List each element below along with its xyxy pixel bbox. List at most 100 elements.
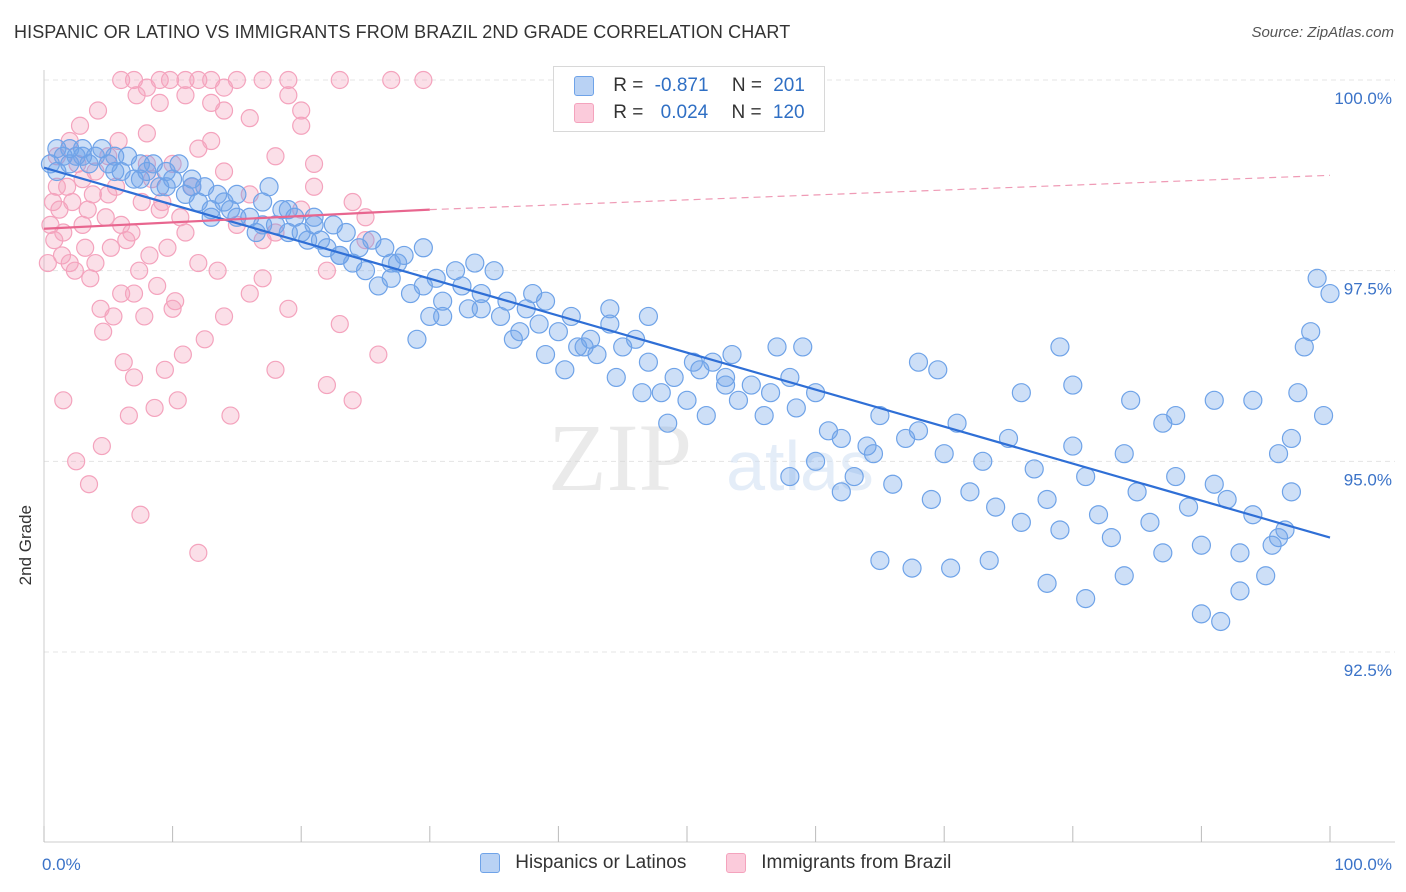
brazil-point — [131, 505, 150, 524]
brazil-point — [195, 330, 214, 349]
brazil-point — [119, 406, 138, 425]
y-tick-label: 100.0% — [1334, 89, 1392, 108]
hispanic-point — [1191, 535, 1212, 555]
brazil-point — [279, 86, 298, 105]
hispanic-point — [362, 230, 382, 250]
hispanic-point — [1088, 505, 1109, 525]
hispanic-point — [638, 352, 659, 372]
hispanic-point — [587, 344, 607, 365]
bottom-legend-hispanic[interactable]: Hispanics or Latinos — [480, 852, 686, 874]
brazil-point — [214, 101, 234, 120]
hispanic-point — [857, 436, 877, 456]
brazil-point — [104, 307, 123, 326]
hispanic-point — [651, 383, 671, 403]
hispanic-point — [1011, 512, 1031, 532]
brazil-point — [148, 276, 167, 296]
hispanic-point — [760, 383, 781, 403]
legend-n-value: 201 — [773, 75, 805, 96]
brazil-point — [124, 284, 144, 303]
brazil-point — [356, 208, 375, 227]
brazil-point — [88, 101, 108, 120]
brazil-point — [176, 223, 195, 242]
brazil-point — [208, 261, 227, 280]
watermark: ZIP atlas — [548, 404, 874, 511]
brazil-point — [189, 253, 208, 273]
hispanic-point — [433, 291, 453, 311]
brazil-point — [160, 70, 180, 90]
hispanic-point — [1011, 383, 1031, 403]
brazil-point — [63, 192, 82, 212]
hispanic-point — [310, 230, 331, 250]
brazil-point — [266, 147, 285, 166]
bottom-legend-swatch-brazil — [726, 852, 746, 873]
brazil-point — [266, 360, 285, 379]
brazil-point — [202, 131, 221, 151]
hispanic-point — [1268, 444, 1289, 464]
brazil-point — [114, 353, 133, 372]
hispanic-point — [503, 329, 523, 349]
hispanic-point — [780, 466, 800, 487]
brazil-trend-line — [43, 208, 430, 230]
brazil-point — [65, 261, 84, 280]
hispanic-point — [529, 314, 549, 334]
axes — [43, 70, 1395, 843]
brazil-point — [38, 253, 57, 273]
brazil-point — [135, 307, 154, 326]
correlation-legend: R = -0.871 N = 201 R = 0.024 N = 120 — [553, 66, 825, 132]
bottom-legend-label-hispanic: Hispanics or Latinos — [515, 852, 687, 873]
hispanic-point — [696, 405, 716, 426]
brazil-point — [382, 70, 401, 90]
hispanic-point — [227, 184, 247, 204]
hispanic-point — [278, 200, 298, 220]
hispanic-point — [1191, 604, 1212, 624]
tick-labels: 92.5% 95.0% 97.5% 100.0% 0.0% 100.0% — [42, 89, 1392, 874]
brazil-point — [240, 109, 259, 128]
brazil-point — [112, 70, 131, 90]
hispanic-point — [1281, 482, 1302, 502]
brazil-point — [214, 162, 234, 181]
brazil-point — [92, 436, 111, 456]
brazil-point — [76, 238, 95, 257]
hispanic-point — [156, 177, 176, 197]
brazil-point — [140, 246, 159, 265]
hispanic-point — [1127, 482, 1147, 502]
hispanic-point — [1243, 390, 1263, 410]
hispanic-point — [870, 550, 890, 571]
hispanic-point — [600, 299, 620, 319]
hispanic-point — [355, 261, 376, 281]
hispanic-point — [1301, 322, 1321, 342]
hispanic-point — [831, 482, 851, 502]
hispanic-point — [1320, 283, 1340, 304]
hispanic-point — [658, 413, 678, 433]
y-tick-label: 97.5% — [1344, 280, 1392, 299]
legend-r-label: R = — [613, 102, 644, 123]
legend-n-value: 120 — [772, 102, 805, 123]
hispanic-point — [722, 344, 742, 365]
hispanic-point — [1307, 268, 1327, 288]
brazil-point — [176, 70, 195, 90]
hispanic-point — [754, 405, 774, 426]
brazil-point — [109, 131, 128, 151]
hispanic-point — [1178, 497, 1199, 517]
chart-title: HISPANIC OR LATINO VS IMMIGRANTS FROM BR… — [14, 22, 791, 42]
hispanic-point — [413, 238, 433, 258]
bottom-legend-brazil[interactable]: Immigrants from Brazil — [726, 852, 951, 874]
brazil-point — [145, 398, 164, 418]
hispanic-point — [1268, 527, 1289, 548]
hispanic-point — [1262, 535, 1282, 555]
brazil-point — [330, 70, 349, 90]
brazil-point — [86, 253, 105, 273]
y-tick-label: 92.5% — [1344, 661, 1392, 680]
hispanic-point — [908, 352, 929, 372]
legend-n-label: N = — [731, 102, 762, 123]
hispanic-point — [870, 405, 890, 426]
brazil-point — [83, 185, 102, 204]
x-tick-label: 100.0% — [1334, 855, 1392, 874]
brazil-point — [79, 475, 99, 494]
hispanic-point — [831, 428, 851, 449]
hispanic-point — [1313, 405, 1334, 426]
hispanic-point — [105, 161, 125, 182]
brazil-point — [292, 101, 311, 120]
brazil-point — [124, 368, 144, 387]
hispanic-point — [1050, 520, 1070, 540]
